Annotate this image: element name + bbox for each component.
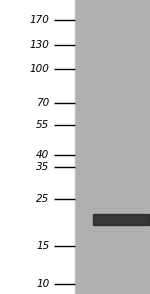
Text: 130: 130 — [30, 40, 50, 50]
Text: 10: 10 — [36, 279, 50, 289]
Text: 25: 25 — [36, 194, 50, 204]
Text: 100: 100 — [30, 64, 50, 74]
Text: 15: 15 — [36, 241, 50, 251]
Text: 55: 55 — [36, 120, 50, 130]
Text: 40: 40 — [36, 150, 50, 160]
Text: 170: 170 — [30, 15, 50, 25]
Text: 70: 70 — [36, 98, 50, 108]
Text: 35: 35 — [36, 162, 50, 172]
Bar — [75, 0, 150, 294]
Bar — [93, 214, 148, 225]
Bar — [0, 0, 75, 294]
